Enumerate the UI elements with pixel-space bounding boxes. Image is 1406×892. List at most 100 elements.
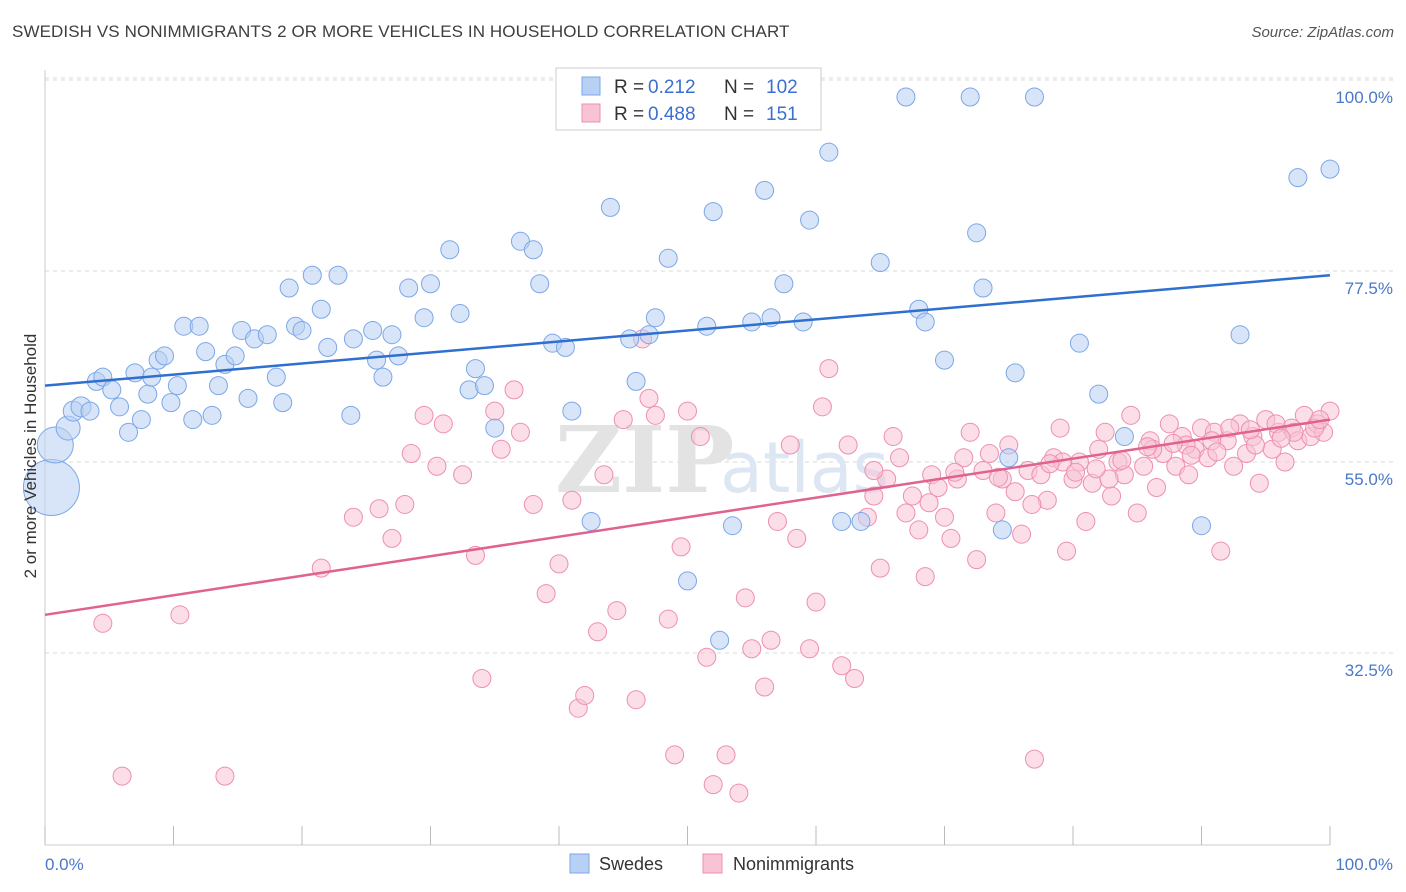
swedes-point bbox=[343, 329, 363, 349]
nonimmigrants-point bbox=[780, 435, 800, 455]
swedes-point bbox=[1192, 516, 1211, 536]
nonimmigrants-point bbox=[536, 584, 556, 604]
nonimmigrants-point bbox=[523, 494, 543, 514]
swedes-point bbox=[678, 571, 697, 591]
swedes-point bbox=[102, 380, 122, 400]
swedes-point bbox=[119, 422, 139, 442]
nonimmigrants-point bbox=[1086, 459, 1106, 479]
swedes-point bbox=[800, 210, 820, 230]
nonimmigrants-point bbox=[562, 490, 582, 510]
nonimmigrants-point bbox=[890, 448, 910, 468]
nonimmigrants-point bbox=[588, 622, 608, 642]
nonimmigrants-point bbox=[491, 439, 511, 459]
swedes-point bbox=[555, 337, 575, 357]
trend-lines bbox=[44, 274, 1331, 617]
nonimmigrants-point bbox=[678, 401, 697, 421]
nonimmigrants-point bbox=[1050, 418, 1070, 438]
nonimmigrants-point bbox=[767, 511, 787, 531]
nonimmigrants-point bbox=[665, 745, 685, 765]
swedes-point bbox=[292, 320, 312, 340]
nonimmigrants-point bbox=[626, 690, 646, 710]
y-tick-label: 77.5% bbox=[1345, 279, 1393, 298]
nonimmigrants-point bbox=[401, 444, 421, 464]
nonimmigrants-point bbox=[787, 528, 807, 548]
nonimmigrants-point bbox=[1112, 450, 1132, 470]
nonimmigrants-point bbox=[986, 503, 1006, 523]
nonimmigrants-point bbox=[909, 520, 929, 540]
nonimmigrants-point bbox=[671, 537, 691, 557]
nonimmigrants-point bbox=[395, 494, 415, 514]
swedes-point bbox=[421, 274, 440, 294]
grid-lines bbox=[45, 77, 1393, 654]
swedes-point bbox=[755, 180, 775, 200]
swedes-point bbox=[1114, 427, 1134, 447]
swedes-point bbox=[832, 511, 852, 531]
swedes-point bbox=[870, 253, 890, 273]
nonimmigrants-point bbox=[343, 507, 363, 527]
nonimmigrants-point bbox=[819, 359, 839, 379]
nonimmigrants-point bbox=[935, 507, 954, 527]
nonimmigrants-point bbox=[735, 588, 755, 608]
swedes-point bbox=[189, 316, 209, 336]
nonimmigrants-point bbox=[806, 592, 826, 612]
nonimmigrants-point bbox=[800, 639, 820, 659]
legend-swatch-swedes bbox=[569, 853, 590, 874]
swedes-point bbox=[266, 367, 286, 387]
nonimmigrants-point bbox=[812, 397, 832, 417]
swedes-point bbox=[138, 384, 158, 404]
swedes-point bbox=[645, 308, 665, 328]
swedes-point bbox=[581, 511, 601, 531]
legend-swatch bbox=[581, 103, 601, 123]
nonimmigrants-point bbox=[845, 668, 865, 688]
legend-n-value: 151 bbox=[766, 104, 798, 125]
nonimmigrants-point bbox=[729, 783, 749, 803]
nonimmigrants-point bbox=[967, 550, 987, 570]
nonimmigrants-point bbox=[838, 435, 858, 455]
axes: 32.5% 55.0% 77.5% 100.0% 0.0% 100.0% bbox=[44, 70, 1393, 874]
nonimmigrants-point bbox=[690, 427, 710, 447]
swedes-point bbox=[600, 197, 620, 217]
legend-label-nonimmigrants: Nonimmigrants bbox=[733, 854, 854, 874]
nonimmigrants-point bbox=[954, 448, 974, 468]
nonimmigrants-point bbox=[485, 401, 505, 421]
swedes-point bbox=[208, 376, 228, 396]
y-tick-label: 55.0% bbox=[1345, 470, 1393, 489]
nonimmigrants-point bbox=[988, 467, 1008, 487]
swedes-point bbox=[196, 342, 216, 362]
swedes-point bbox=[373, 367, 393, 387]
nonimmigrants-point bbox=[1127, 503, 1147, 523]
nonimmigrants-point bbox=[112, 766, 132, 786]
swedes-point bbox=[658, 248, 678, 268]
legend-swatch bbox=[581, 76, 601, 96]
nonimmigrants-point bbox=[1211, 541, 1231, 561]
y-axis-title: 2 or more Vehicles in Household bbox=[21, 334, 40, 579]
swedes-point bbox=[273, 393, 293, 413]
nonimmigrants-point bbox=[433, 414, 453, 434]
swedes-point bbox=[257, 325, 277, 345]
nonimmigrants-point bbox=[716, 745, 736, 765]
chart-title: SWEDISH VS NONIMMIGRANTS 2 OR MORE VEHIC… bbox=[12, 22, 790, 41]
swedes-point bbox=[131, 410, 151, 430]
legend-r-value: 0.212 bbox=[648, 77, 696, 98]
nonimmigrants-point bbox=[1134, 456, 1154, 476]
nonimmigrants-point bbox=[607, 601, 627, 621]
nonimmigrants-point bbox=[414, 405, 434, 425]
nonimmigrants-point bbox=[1179, 465, 1199, 485]
swedes-point bbox=[80, 401, 100, 421]
swedes-point bbox=[318, 337, 338, 357]
swedes-point bbox=[999, 448, 1019, 468]
y-tick-label: 32.5% bbox=[1345, 661, 1393, 680]
swedes-point bbox=[992, 520, 1012, 540]
nonimmigrants-point bbox=[613, 410, 633, 430]
nonimmigrants-point bbox=[870, 558, 890, 578]
nonimmigrants-point bbox=[427, 456, 447, 476]
nonimmigrants-point bbox=[1066, 462, 1086, 482]
swedes-point bbox=[202, 405, 222, 425]
legend-label-swedes: Swedes bbox=[599, 854, 663, 874]
chart-source: Source: ZipAtlas.com bbox=[1251, 24, 1394, 41]
nonimmigrants-point bbox=[93, 613, 113, 633]
nonimmigrants-point bbox=[639, 388, 659, 408]
nonimmigrants-point bbox=[864, 486, 884, 506]
swedes-point bbox=[440, 240, 460, 260]
